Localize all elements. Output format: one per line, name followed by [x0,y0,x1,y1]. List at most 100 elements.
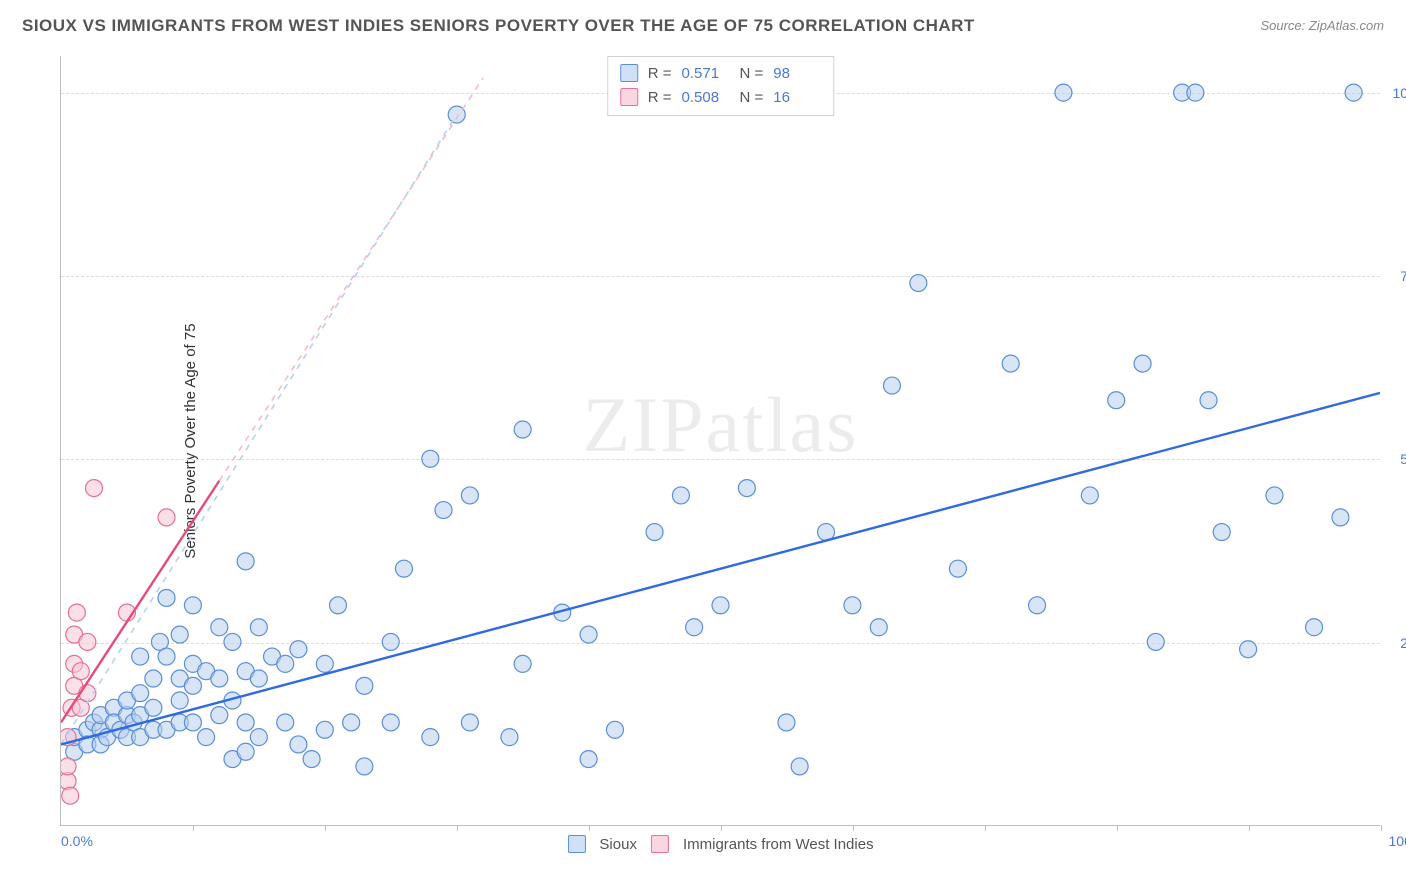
data-point-sioux [158,648,175,665]
data-point-sioux [1055,84,1072,101]
data-point-sioux [303,751,320,768]
data-point-sioux [501,729,518,746]
data-point-sioux [277,714,294,731]
legend-swatch-sioux [567,835,585,853]
data-point-immigrants [68,604,85,621]
data-point-sioux [184,597,201,614]
data-point-sioux [237,714,254,731]
data-point-sioux [356,758,373,775]
plot-svg [61,56,1380,825]
trendline-immigrants-extrapolated [219,78,483,481]
data-point-sioux [1306,619,1323,636]
legend-label-immigrants: Immigrants from West Indies [683,836,874,853]
legend-n-value: 98 [773,65,821,82]
series-legend: Sioux Immigrants from West Indies [567,835,873,853]
data-point-sioux [1240,641,1257,658]
data-point-sioux [646,524,663,541]
data-point-sioux [461,714,478,731]
data-point-sioux [198,729,215,746]
data-point-sioux [672,487,689,504]
y-tick-label: 50.0% [1385,451,1406,467]
data-point-sioux [1213,524,1230,541]
data-point-sioux [1345,84,1362,101]
legend-r-label: R = [648,89,672,106]
legend-swatch-sioux [620,64,638,82]
data-point-sioux [580,751,597,768]
data-point-sioux [211,707,228,724]
data-point-sioux [1266,487,1283,504]
data-point-sioux [1108,392,1125,409]
data-point-sioux [712,597,729,614]
data-point-sioux [356,677,373,694]
data-point-sioux [883,377,900,394]
data-point-sioux [132,685,149,702]
data-point-sioux [171,692,188,709]
data-point-sioux [1332,509,1349,526]
data-point-sioux [514,421,531,438]
legend-r-value: 0.508 [682,89,730,106]
data-point-sioux [949,560,966,577]
data-point-sioux [250,619,267,636]
legend-n-label: N = [740,65,764,82]
data-point-sioux [1200,392,1217,409]
trendline-sioux [61,393,1380,745]
data-point-sioux [435,502,452,519]
data-point-sioux [738,480,755,497]
data-point-sioux [580,626,597,643]
data-point-sioux [184,677,201,694]
legend-swatch-immigrants [651,835,669,853]
data-point-sioux [211,670,228,687]
data-point-sioux [1134,355,1151,372]
data-point-sioux [171,626,188,643]
legend-swatch-immigrants [620,88,638,106]
data-point-immigrants [72,663,89,680]
data-point-sioux [1187,84,1204,101]
y-tick-label: 100.0% [1385,85,1406,101]
data-point-immigrants [61,758,76,775]
data-point-sioux [686,619,703,636]
data-point-sioux [277,655,294,672]
x-tick [721,825,722,831]
data-point-sioux [1029,597,1046,614]
legend-r-value: 0.571 [682,65,730,82]
data-point-sioux [211,619,228,636]
data-point-sioux [382,633,399,650]
x-tick [193,825,194,831]
y-tick-label: 75.0% [1385,268,1406,284]
data-point-sioux [422,729,439,746]
source-attribution: Source: ZipAtlas.com [1260,18,1384,33]
data-point-sioux [606,721,623,738]
x-tick [325,825,326,831]
x-tick [1249,825,1250,831]
legend-row-immigrants: R = 0.508 N = 16 [620,85,822,109]
data-point-sioux [145,699,162,716]
data-point-sioux [778,714,795,731]
data-point-immigrants [79,633,96,650]
data-point-immigrants [62,787,79,804]
data-point-sioux [329,597,346,614]
data-point-sioux [184,714,201,731]
data-point-immigrants [158,509,175,526]
data-point-sioux [343,714,360,731]
chart-title: SIOUX VS IMMIGRANTS FROM WEST INDIES SEN… [22,16,975,36]
data-point-sioux [791,758,808,775]
data-point-sioux [290,736,307,753]
x-tick [589,825,590,831]
scatter-plot: Seniors Poverty Over the Age of 75 25.0%… [60,56,1380,826]
legend-r-label: R = [648,65,672,82]
data-point-sioux [250,729,267,746]
data-point-sioux [844,597,861,614]
data-point-sioux [158,589,175,606]
data-point-sioux [237,553,254,570]
y-tick-label: 25.0% [1385,635,1406,651]
data-point-sioux [237,743,254,760]
data-point-sioux [224,633,241,650]
data-point-sioux [382,714,399,731]
data-point-sioux [1147,633,1164,650]
x-tick [1381,825,1382,831]
legend-label-sioux: Sioux [599,836,637,853]
data-point-sioux [1002,355,1019,372]
data-point-sioux [514,655,531,672]
data-point-sioux [290,641,307,658]
legend-row-sioux: R = 0.571 N = 98 [620,61,822,85]
